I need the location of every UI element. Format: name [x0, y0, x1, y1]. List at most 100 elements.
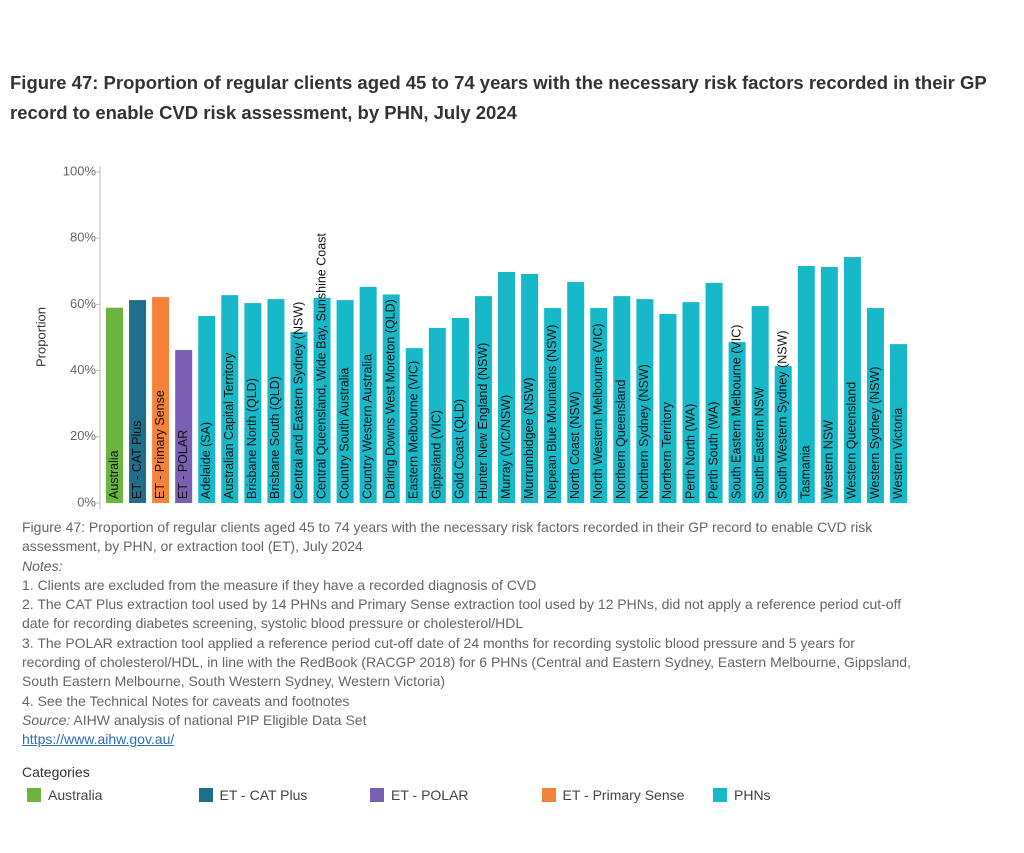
legend-swatch: [541, 788, 556, 802]
category-label: Hunter New England (NSW): [476, 343, 490, 499]
legend-swatch: [27, 788, 41, 802]
bar: [244, 303, 262, 503]
source: Source: AIHW analysis of national PIP El…: [22, 711, 912, 730]
legend-item: ET - POLAR: [370, 787, 469, 803]
notes: Figure 47: Proportion of regular clients…: [22, 518, 912, 750]
category-label: North Coast (NSW): [568, 391, 582, 499]
category-label: South Eastern Melbourne (VIC): [729, 325, 743, 499]
category-label: Murrumbidgee (NSW): [522, 377, 536, 499]
legend-label: ET - POLAR: [391, 787, 469, 803]
category-label: Murray (VIC/NSW): [499, 395, 513, 499]
bar: [590, 308, 608, 503]
legend-title: Categories: [22, 764, 90, 780]
category-label: Darling Downs West Moreton (QLD): [384, 299, 398, 499]
legend-label: ET - Primary Sense: [562, 787, 685, 803]
bar: [152, 297, 170, 503]
category-label: Northern Territory: [660, 401, 674, 499]
category-label: Perth South (WA): [706, 402, 720, 500]
category-label: North Western Melbourne (VIC): [591, 323, 605, 499]
category-label: Eastern Melbourne (VIC): [407, 361, 421, 499]
y-tick-label: 0%: [77, 494, 96, 509]
category-label: Brisbane North (QLD): [245, 378, 259, 499]
category-label: Northern Sydney (NSW): [637, 364, 651, 499]
source-link[interactable]: https://www.aihw.gov.au/: [22, 731, 175, 748]
bar: [820, 266, 838, 503]
category-label: Tasmania: [799, 445, 813, 499]
category-label: Western Victoria: [891, 408, 905, 499]
category-label: Australian Capital Territory: [222, 352, 236, 499]
bar: [382, 294, 400, 503]
caption: Figure 47: Proportion of regular clients…: [22, 519, 873, 555]
note-item: 3. The POLAR extraction tool applied a r…: [22, 634, 911, 690]
category-label: Central Queensland, Wide Bay, Sunshine C…: [314, 233, 328, 499]
category-label: South Eastern NSW: [752, 387, 766, 499]
category-label: Gippsland (VIC): [430, 410, 444, 499]
category-label: Northern Queensland: [614, 379, 628, 499]
note-list: 1. Clients are excluded from the measure…: [22, 576, 912, 711]
bar: [544, 308, 562, 503]
bar: [498, 271, 516, 503]
bar: [474, 296, 492, 503]
y-tick-label: 100%: [63, 163, 97, 178]
bar: [774, 365, 792, 503]
category-label: Country South Australia: [337, 368, 351, 499]
bar: [751, 306, 769, 503]
bar: [682, 302, 700, 503]
bar: [175, 350, 193, 503]
bar: [613, 296, 631, 503]
link-line: https://www.aihw.gov.au/: [22, 730, 912, 749]
category-label: Western Sydney (NSW): [868, 367, 882, 499]
bar: [705, 282, 723, 503]
category-label: South Western Sydney (NSW): [776, 330, 790, 499]
category-label: Perth North (WA): [683, 404, 697, 499]
legend-swatch: [713, 788, 727, 802]
bar: [336, 300, 354, 503]
bar: [890, 344, 908, 503]
y-tick-label: 20%: [70, 428, 96, 443]
legend-label: PHNs: [734, 787, 771, 803]
legend-label: Australia: [48, 787, 103, 803]
category-label: ET - POLAR: [176, 430, 190, 499]
y-tick-label: 40%: [70, 362, 96, 377]
y-axis-label: Proportion: [33, 307, 48, 367]
y-tick-label: 80%: [70, 230, 96, 245]
bar: [313, 297, 331, 503]
category-label: Western NSW: [822, 420, 836, 499]
category-label: Central and Eastern Sydney (NSW): [291, 302, 305, 499]
bar: [359, 286, 377, 503]
bar: [267, 299, 285, 503]
source-text: AIHW analysis of national PIP Eligible D…: [73, 711, 367, 728]
legend-item: ET - CAT Plus: [198, 787, 307, 803]
bar: [451, 317, 469, 503]
category-label: ET - CAT Plus: [130, 421, 144, 500]
note-item: 1. Clients are excluded from the measure…: [22, 576, 537, 593]
y-tick-label: 60%: [70, 296, 96, 311]
category-label: Australia: [107, 450, 121, 499]
category-label: Brisbane South (QLD): [268, 376, 282, 499]
note-item: 4. See the Technical Notes for caveats a…: [22, 692, 350, 709]
bar: [129, 300, 147, 503]
legend-item: ET - Primary Sense: [541, 787, 685, 803]
bar: [843, 257, 861, 503]
bar: [659, 313, 677, 503]
source-label: Source:: [22, 711, 71, 728]
legend-item: PHNs: [713, 787, 771, 803]
category-label: Gold Coast (QLD): [453, 399, 467, 499]
category-label: Adelaide (SA): [199, 422, 213, 499]
bar: [106, 307, 123, 503]
bar: [728, 342, 746, 503]
bar: [290, 331, 308, 503]
chart: Proportion 0% 20% 40% 60% 80% 100% Australia ET…: [33, 163, 908, 509]
legend-item: Australia: [27, 787, 102, 803]
bar: [521, 273, 539, 503]
notes-heading: Notes:: [22, 557, 63, 574]
category-label: Country Western Australia: [360, 354, 374, 499]
note-item: 2. The CAT Plus extraction tool used by …: [22, 596, 902, 632]
bar: [405, 348, 423, 503]
category-label: ET - Primary Sense: [153, 390, 167, 499]
legend-swatch: [370, 788, 384, 802]
bar: [221, 295, 239, 503]
bar: [866, 308, 884, 503]
bar: [797, 266, 815, 503]
